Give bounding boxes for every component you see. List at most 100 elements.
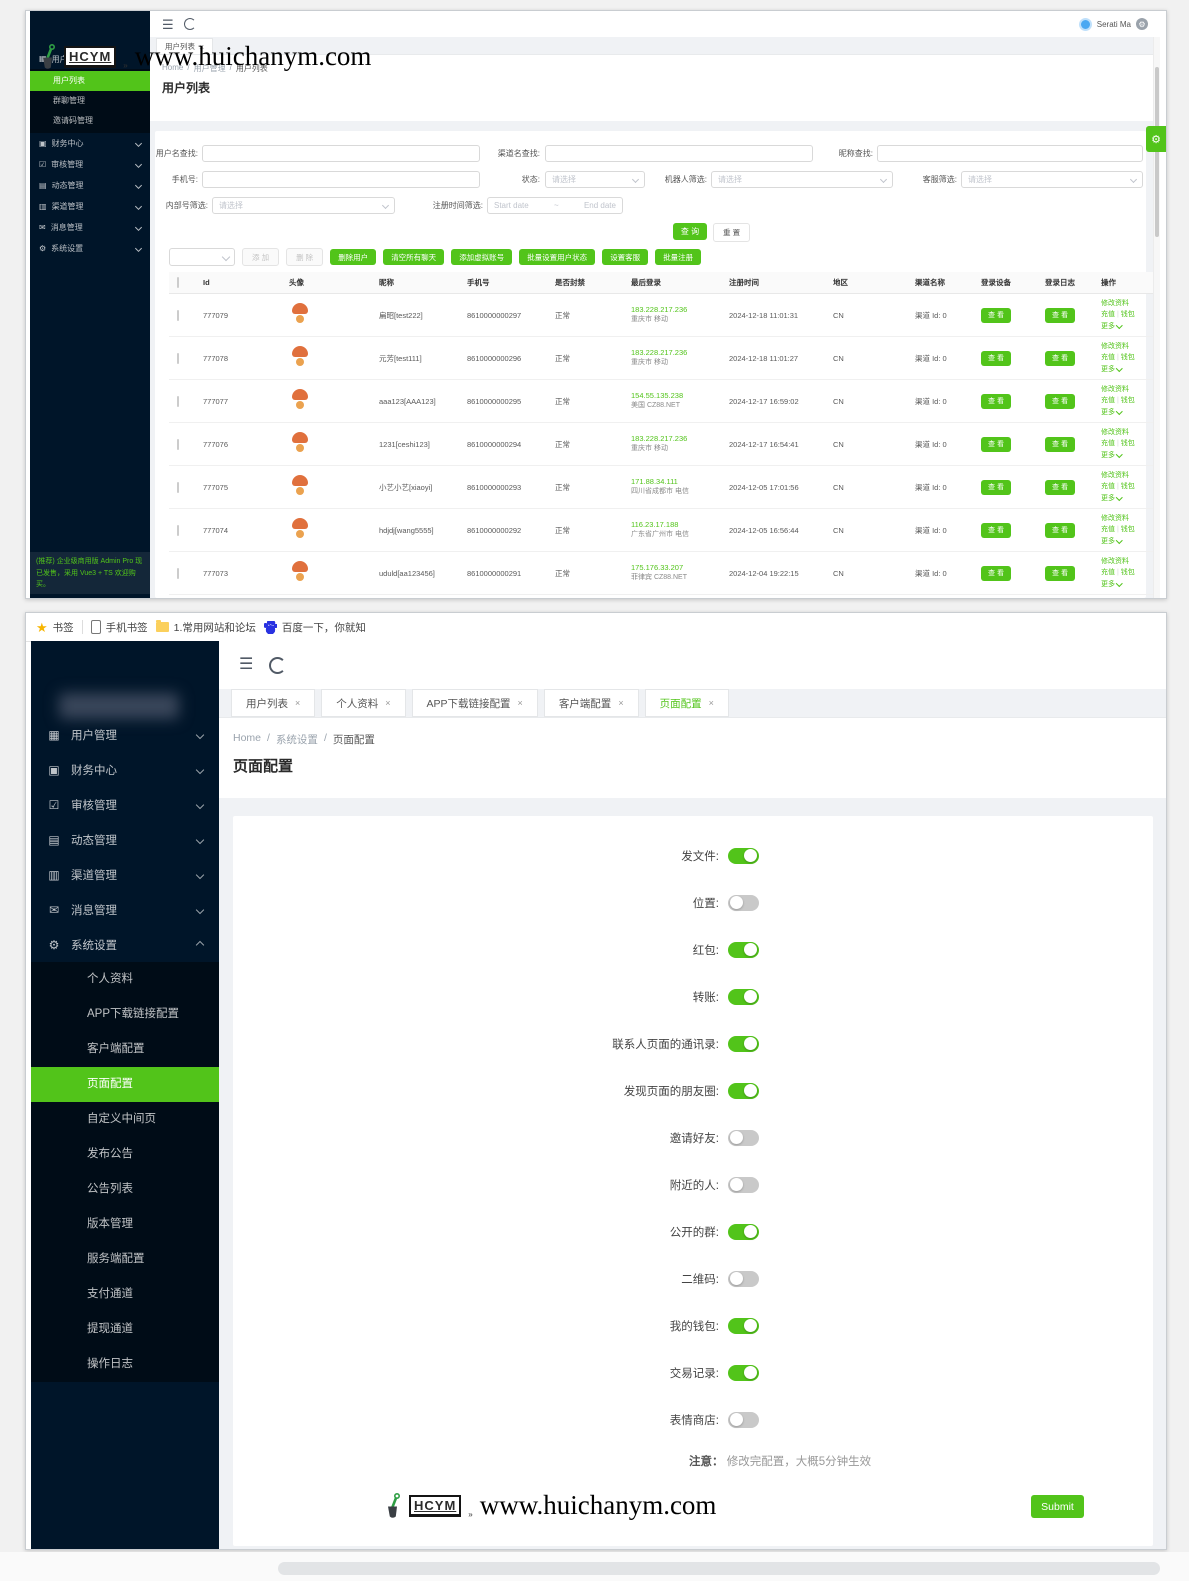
view-logs-button[interactable]: 查 看 bbox=[1045, 307, 1075, 323]
collapse-sidebar-icon[interactable]: ☰ bbox=[239, 656, 254, 673]
wallet-link[interactable]: 钱包 bbox=[1120, 526, 1135, 534]
toggle-switch[interactable] bbox=[728, 1082, 759, 1099]
edit-profile-link[interactable]: 修改资料 bbox=[1101, 343, 1129, 351]
view-logs-button[interactable]: 查 看 bbox=[1045, 479, 1075, 495]
scrollbar-thumb[interactable] bbox=[1155, 67, 1159, 237]
nickname-search-input[interactable] bbox=[877, 145, 1143, 162]
bulk-action-button[interactable]: 删除用户 bbox=[330, 249, 377, 265]
view-devices-button[interactable]: 查 看 bbox=[981, 436, 1011, 452]
regtime-range-picker[interactable]: Start date ~ End date bbox=[487, 197, 623, 214]
more-link[interactable]: 更多 bbox=[1101, 407, 1157, 418]
bookmark-baidu[interactable]: 百度一下，你就知 bbox=[263, 620, 366, 635]
edit-profile-link[interactable]: 修改资料 bbox=[1101, 515, 1129, 523]
close-icon[interactable]: × bbox=[618, 698, 624, 708]
bulk-action-button[interactable]: 清空所有聊天 bbox=[383, 249, 445, 265]
sidebar-group[interactable]: ▣ 财务中心 bbox=[30, 133, 150, 154]
row-checkbox[interactable] bbox=[177, 309, 179, 321]
refresh-icon[interactable] bbox=[269, 656, 287, 674]
close-icon[interactable]: × bbox=[199, 41, 205, 52]
sidebar-subitem[interactable]: 发布公告 bbox=[87, 1148, 133, 1160]
toggle-switch[interactable] bbox=[728, 1035, 759, 1052]
view-devices-button[interactable]: 查 看 bbox=[981, 350, 1011, 366]
view-logs-button[interactable]: 查 看 bbox=[1045, 522, 1075, 538]
sidebar-group[interactable]: ▤ 动态管理 bbox=[31, 822, 219, 857]
sidebar-subitem[interactable]: 服务端配置 bbox=[87, 1253, 145, 1265]
sidebar-subitem[interactable]: 操作日志 bbox=[87, 1358, 133, 1370]
bulk-action-button[interactable]: 批量注册 bbox=[655, 249, 702, 265]
bulk-select[interactable] bbox=[169, 248, 235, 266]
wallet-link[interactable]: 钱包 bbox=[1120, 569, 1135, 577]
sidebar-group[interactable]: ✉ 消息管理 bbox=[31, 892, 219, 927]
sidebar-subitem[interactable]: 群聊管理 bbox=[53, 96, 85, 105]
tab[interactable]: 页面配置 × bbox=[644, 689, 729, 717]
view-logs-button[interactable]: 查 看 bbox=[1045, 393, 1075, 409]
sidebar-subitem[interactable]: 页面配置 bbox=[31, 1067, 219, 1102]
toggle-switch[interactable] bbox=[728, 1223, 759, 1240]
close-icon[interactable]: × bbox=[708, 698, 714, 708]
sidebar-group[interactable]: ✉ 消息管理 bbox=[30, 217, 150, 238]
bulk-action-button[interactable]: 批量设置用户状态 bbox=[519, 249, 596, 265]
more-link[interactable]: 更多 bbox=[1101, 450, 1157, 461]
row-checkbox[interactable] bbox=[177, 481, 179, 493]
channel-search-input[interactable] bbox=[545, 145, 813, 162]
breadcrumb-home[interactable]: Home bbox=[162, 63, 184, 72]
view-logs-button[interactable]: 查 看 bbox=[1045, 565, 1075, 581]
sidebar-group[interactable]: ▤ 动态管理 bbox=[30, 175, 150, 196]
horizontal-scrollbar[interactable] bbox=[278, 1562, 1160, 1575]
bulk-action-button[interactable]: 设置客服 bbox=[602, 249, 649, 265]
internal-filter-select[interactable]: 请选择 bbox=[212, 197, 395, 214]
edit-profile-link[interactable]: 修改资料 bbox=[1101, 429, 1129, 437]
row-checkbox[interactable] bbox=[177, 438, 179, 450]
sidebar-subitem[interactable]: 用户列表 bbox=[30, 71, 150, 91]
tab[interactable]: APP下载链接配置 × bbox=[411, 689, 538, 717]
breadcrumb-home[interactable]: Home bbox=[233, 732, 262, 744]
tab[interactable]: 个人资料 × bbox=[321, 689, 406, 717]
toggle-switch[interactable] bbox=[728, 1129, 759, 1146]
submit-button[interactable]: Submit bbox=[1031, 1495, 1084, 1518]
more-link[interactable]: 更多 bbox=[1101, 493, 1157, 504]
scrollbar[interactable] bbox=[1153, 37, 1160, 598]
bulk-action-button[interactable]: 添加虚拟账号 bbox=[451, 249, 513, 265]
select-all-checkbox[interactable] bbox=[177, 277, 179, 288]
close-icon[interactable]: × bbox=[295, 698, 301, 708]
recharge-link[interactable]: 充值 bbox=[1101, 311, 1115, 319]
tab[interactable]: 客户端配置 × bbox=[543, 689, 639, 717]
recharge-link[interactable]: 充值 bbox=[1101, 354, 1115, 362]
search-button[interactable]: 查 询 bbox=[673, 223, 707, 240]
bookmarks-menu[interactable]: ★ 书签 bbox=[36, 619, 74, 635]
wallet-link[interactable]: 钱包 bbox=[1120, 483, 1135, 491]
sidebar-subitem[interactable]: 邀请码管理 bbox=[53, 116, 93, 125]
sidebar-subitem[interactable]: 客户端配置 bbox=[87, 1043, 145, 1055]
toggle-switch[interactable] bbox=[728, 1364, 759, 1381]
sidebar-group[interactable]: ⚙ 系统设置 bbox=[31, 927, 219, 962]
recharge-link[interactable]: 充值 bbox=[1101, 569, 1115, 577]
sidebar-subitem[interactable]: 版本管理 bbox=[87, 1218, 133, 1230]
refresh-icon[interactable] bbox=[183, 18, 196, 30]
more-link[interactable]: 更多 bbox=[1101, 536, 1157, 547]
tab[interactable]: 用户列表 × bbox=[231, 689, 316, 717]
robot-filter-select[interactable]: 请选择 bbox=[711, 171, 893, 188]
recharge-link[interactable]: 充值 bbox=[1101, 526, 1115, 534]
recharge-link[interactable]: 充值 bbox=[1101, 397, 1115, 405]
toggle-switch[interactable] bbox=[728, 894, 759, 911]
sidebar-subitem[interactable]: 提现通道 bbox=[87, 1323, 133, 1335]
toggle-switch[interactable] bbox=[728, 941, 759, 958]
sidebar-subitem[interactable]: 个人资料 bbox=[87, 973, 133, 985]
view-devices-button[interactable]: 查 看 bbox=[981, 522, 1011, 538]
row-checkbox[interactable] bbox=[177, 352, 179, 364]
view-devices-button[interactable]: 查 看 bbox=[981, 565, 1011, 581]
delete-button[interactable]: 删 除 bbox=[286, 248, 324, 266]
toggle-switch[interactable] bbox=[728, 1270, 759, 1287]
sidebar-subitem[interactable]: 公告列表 bbox=[87, 1183, 133, 1195]
edit-profile-link[interactable]: 修改资料 bbox=[1101, 558, 1129, 566]
close-icon[interactable]: × bbox=[385, 698, 391, 708]
sidebar-subitem[interactable]: APP下载链接配置 bbox=[87, 1008, 180, 1020]
sidebar-subitem[interactable]: 自定义中间页 bbox=[87, 1113, 156, 1125]
recharge-link[interactable]: 充值 bbox=[1101, 440, 1115, 448]
collapse-sidebar-icon[interactable]: ☰ bbox=[162, 16, 174, 32]
sidebar-group[interactable]: ☑ 审核管理 bbox=[31, 787, 219, 822]
sidebar-group[interactable]: ▥ 渠道管理 bbox=[31, 857, 219, 892]
add-button[interactable]: 添 加 bbox=[242, 248, 280, 266]
more-link[interactable]: 更多 bbox=[1101, 579, 1157, 590]
edit-profile-link[interactable]: 修改资料 bbox=[1101, 472, 1129, 480]
